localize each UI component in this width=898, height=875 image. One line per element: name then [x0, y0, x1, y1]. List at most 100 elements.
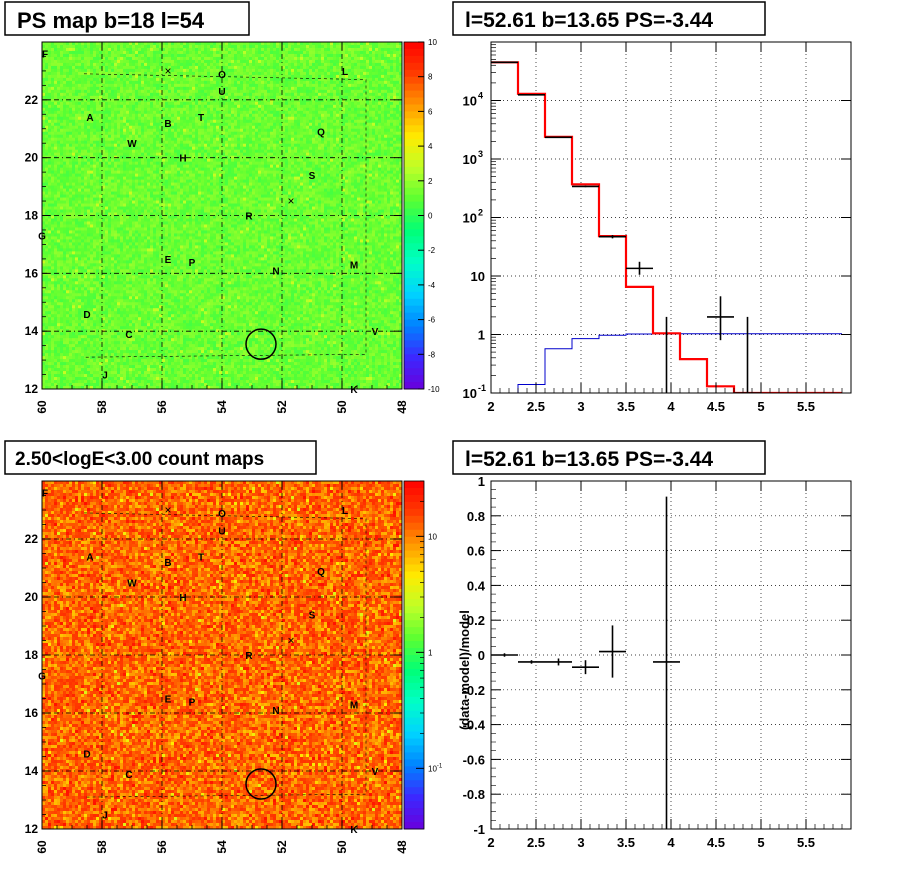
- heatmap-cell: [297, 80, 301, 85]
- heatmap-cell: [240, 53, 244, 58]
- heatmap-cell: [150, 65, 154, 70]
- heatmap-cell: [51, 113, 55, 118]
- heatmap-cell: [339, 80, 343, 85]
- heatmap-cell: [249, 107, 253, 112]
- heatmap-cell: [207, 53, 211, 58]
- heatmap-cell: [201, 89, 205, 94]
- heatmap-cell: [321, 95, 325, 100]
- heatmap-cell: [306, 83, 310, 88]
- heatmap-cell: [354, 86, 358, 91]
- heatmap-cell: [357, 101, 361, 106]
- heatmap-cell: [303, 83, 307, 88]
- heatmap-cell: [42, 62, 46, 67]
- heatmap-cell: [75, 110, 79, 115]
- heatmap-cell: [51, 62, 55, 67]
- heatmap-cell: [240, 107, 244, 112]
- heatmap-cell: [63, 95, 67, 100]
- heatmap-cell: [366, 95, 370, 100]
- heatmap-cell: [135, 89, 139, 94]
- heatmap-cell: [384, 110, 388, 115]
- heatmap-cell: [261, 77, 265, 82]
- heatmap-cell: [99, 74, 103, 79]
- heatmap-cell: [180, 83, 184, 88]
- heatmap-cell: [249, 77, 253, 82]
- heatmap-cell: [369, 42, 373, 46]
- heatmap-cell: [243, 50, 247, 55]
- heatmap-cell: [66, 107, 70, 112]
- heatmap-cell: [81, 74, 85, 79]
- heatmap-cell: [153, 59, 157, 64]
- heatmap-cell: [192, 113, 196, 118]
- heatmap-cell: [90, 92, 94, 97]
- heatmap-cell: [261, 62, 265, 67]
- heatmap-cell: [81, 95, 85, 100]
- heatmap-cell: [396, 71, 400, 76]
- heatmap-cell: [222, 56, 226, 61]
- heatmap-cell: [342, 83, 346, 88]
- heatmap-cell: [72, 89, 76, 94]
- heatmap-cell: [372, 101, 376, 106]
- heatmap-cell: [225, 62, 229, 67]
- heatmap-cell: [264, 77, 268, 82]
- heatmap-cell: [99, 50, 103, 55]
- heatmap-cell: [108, 42, 112, 46]
- heatmap-cell: [336, 44, 340, 49]
- heatmap-cell: [171, 107, 175, 112]
- heatmap-cell: [396, 95, 400, 100]
- heatmap-cell: [180, 56, 184, 61]
- heatmap-cell: [375, 98, 379, 103]
- heatmap-cell: [81, 77, 85, 82]
- heatmap-cell: [135, 65, 139, 70]
- heatmap-cell: [285, 107, 289, 112]
- heatmap-cell: [273, 59, 277, 64]
- heatmap-cell: [300, 50, 304, 55]
- heatmap-cell: [174, 47, 178, 52]
- heatmap-cell: [348, 113, 352, 118]
- heatmap-cell: [276, 80, 280, 85]
- heatmap-cell: [237, 95, 241, 100]
- heatmap-cell: [84, 56, 88, 61]
- heatmap-cell: [372, 95, 376, 100]
- heatmap-cell: [273, 83, 277, 88]
- heatmap-cell: [87, 107, 91, 112]
- heatmap-cell: [186, 62, 190, 67]
- heatmap-cell: [66, 71, 70, 76]
- heatmap-cell: [219, 53, 223, 58]
- heatmap-cell: [276, 65, 280, 70]
- heatmap-cell: [213, 110, 217, 115]
- heatmap-cell: [330, 44, 334, 49]
- heatmap-cell: [270, 104, 274, 109]
- heatmap-cell: [51, 116, 55, 121]
- heatmap-cell: [387, 42, 391, 46]
- heatmap-cell: [81, 113, 85, 118]
- heatmap-cell: [63, 47, 67, 52]
- heatmap-cell: [96, 77, 100, 82]
- heatmap-cell: [303, 95, 307, 100]
- heatmap-cell: [264, 53, 268, 58]
- heatmap-cell: [294, 101, 298, 106]
- heatmap-cell: [195, 47, 199, 52]
- heatmap-cell: [222, 92, 226, 97]
- heatmap-cell: [189, 50, 193, 55]
- heatmap-cell: [300, 59, 304, 64]
- heatmap-cell: [150, 80, 154, 85]
- heatmap-cell: [372, 71, 376, 76]
- heatmap-cell: [249, 92, 253, 97]
- heatmap-cell: [135, 86, 139, 91]
- heatmap-cell: [258, 77, 262, 82]
- heatmap-cell: [189, 47, 193, 52]
- heatmap-cell: [162, 89, 166, 94]
- heatmap-cell: [180, 62, 184, 67]
- heatmap-cell: [282, 107, 286, 112]
- heatmap-cell: [300, 107, 304, 112]
- heatmap-cell: [228, 65, 232, 70]
- heatmap-cell: [177, 74, 181, 79]
- heatmap-cell: [180, 101, 184, 106]
- heatmap-cell: [270, 110, 274, 115]
- heatmap-cell: [237, 80, 241, 85]
- heatmap-cell: [60, 42, 64, 46]
- heatmap-cell: [321, 50, 325, 55]
- heatmap-cell: [45, 44, 49, 49]
- heatmap-cell: [264, 65, 268, 70]
- heatmap-cell: [81, 47, 85, 52]
